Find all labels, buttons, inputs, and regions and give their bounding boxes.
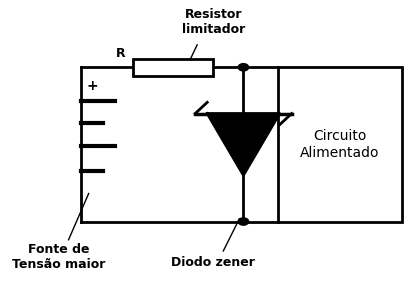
Bar xyxy=(133,59,213,76)
Polygon shape xyxy=(207,114,279,175)
Text: Fonte de
Tensão maior: Fonte de Tensão maior xyxy=(12,243,105,271)
Text: +: + xyxy=(87,79,98,92)
Bar xyxy=(278,67,402,222)
Text: Diodo zener: Diodo zener xyxy=(171,256,255,269)
Text: Circuito
Alimentado: Circuito Alimentado xyxy=(300,129,379,160)
Text: Resistor
limitador: Resistor limitador xyxy=(182,8,245,36)
Circle shape xyxy=(238,218,249,225)
Text: R: R xyxy=(116,47,126,60)
Circle shape xyxy=(238,63,249,71)
